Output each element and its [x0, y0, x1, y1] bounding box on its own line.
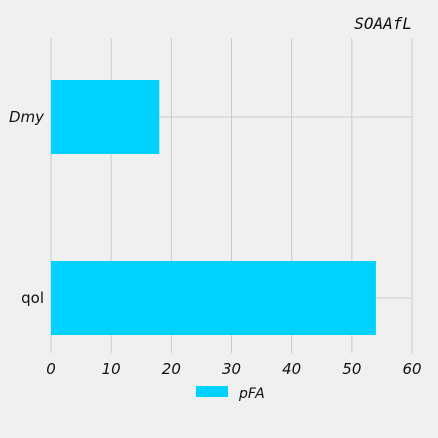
chart-title: SOAAfL: [354, 14, 412, 33]
x-tick-label: 0: [46, 360, 56, 378]
y-tick-labels: Dmy qol: [9, 108, 45, 307]
x-tick-labels: 0 10 20 30 40 50 60: [46, 360, 421, 378]
legend-swatch: [196, 386, 228, 397]
bars-layer: [51, 80, 376, 335]
x-tick-label: 30: [222, 360, 241, 378]
legend: pFA: [196, 386, 265, 402]
bar-qol: [51, 261, 376, 335]
y-tick-label: Dmy: [9, 108, 45, 126]
x-tick-label: 50: [342, 360, 361, 378]
y-tick-label: qol: [21, 289, 44, 307]
x-tick-label: 40: [282, 360, 301, 378]
x-tick-label: 60: [402, 360, 421, 378]
bar-dmy: [51, 80, 160, 154]
legend-label: pFA: [238, 386, 265, 402]
x-tick-label: 20: [162, 360, 181, 378]
x-tick-label: 10: [102, 360, 121, 378]
